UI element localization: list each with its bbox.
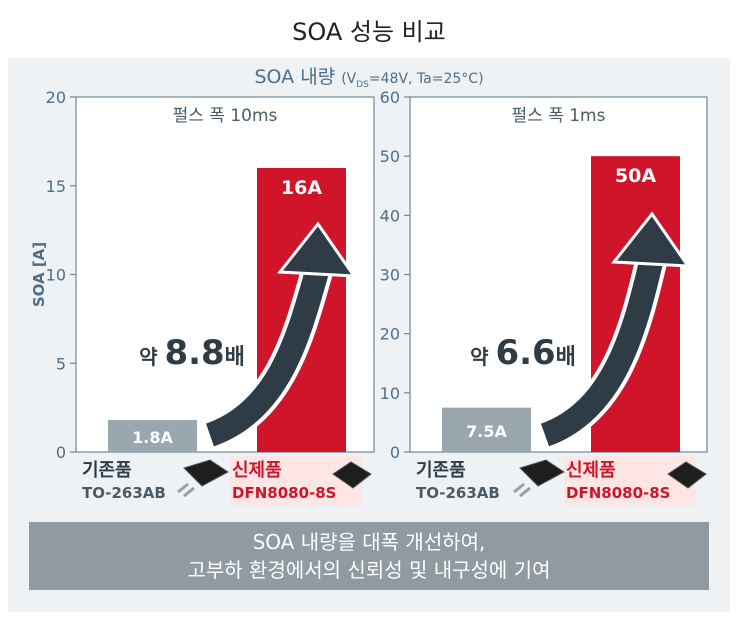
- y-axis-label: SOA [A]: [30, 242, 48, 307]
- bar-value-label: 7.5A: [466, 422, 507, 441]
- package-lead: [177, 482, 189, 494]
- subtitle-conditions: (VDS=48V, Ta=25°C): [341, 71, 484, 90]
- package-lead: [183, 486, 195, 498]
- y-tick-label: 5: [56, 354, 66, 373]
- y-tick-label: 30: [380, 266, 400, 285]
- category-label-legacy: 기존품: [82, 460, 132, 481]
- figure-title: SOA 성능 비교: [292, 18, 446, 46]
- banner-line-2: 고부하 환경에서의 신뢰성 및 내구성에 기여: [187, 558, 551, 582]
- package-to263ab-icon: [183, 459, 229, 487]
- arrow-shaft: [205, 264, 330, 447]
- part-label-legacy: TO-263AB: [416, 484, 500, 502]
- package-lead: [519, 486, 531, 498]
- part-label-new: DFN8080-8S: [232, 484, 336, 502]
- bar-legacy: [442, 407, 531, 452]
- chart-title: 펄스 폭 10ms: [173, 106, 278, 126]
- y-tick-label: 10: [380, 384, 400, 403]
- y-tick-label: 0: [56, 443, 66, 462]
- package-dfn8080-icon: [332, 461, 372, 489]
- part-label-legacy: TO-263AB: [82, 484, 166, 502]
- part-label-new: DFN8080-8S: [566, 484, 670, 502]
- summary-banner: SOA 내량을 대폭 개선하여, 고부하 환경에서의 신뢰성 및 내구성에 기여: [29, 522, 709, 590]
- bar-value-label: 1.8A: [132, 428, 173, 447]
- banner-line-1: SOA 내량을 대폭 개선하여,: [252, 530, 486, 554]
- package-dfn8080-icon: [667, 461, 707, 489]
- cond-sub: DS: [356, 79, 369, 90]
- arrow-head: [277, 221, 357, 278]
- package-lead: [513, 482, 525, 494]
- category-label-new: 신제품: [566, 460, 616, 481]
- y-tick-label: 20: [380, 325, 400, 344]
- package-to263ab-icon: [519, 459, 565, 487]
- bar-value-label: 50A: [615, 165, 656, 187]
- chart-1: 0 5 10 15 20 SOA [A] 펄스 폭 10ms 1.8A 16A 약 8.8배기존품…: [30, 88, 375, 506]
- y-tick-label: 15: [46, 177, 66, 196]
- y-tick-label: 0: [390, 443, 400, 462]
- subtitle-main: SOA 내량: [254, 66, 336, 88]
- bar-value-label: 16A: [281, 177, 322, 199]
- y-tick-label: 20: [46, 88, 66, 107]
- y-tick-label: 40: [380, 206, 400, 225]
- arrow-shaft: [540, 255, 664, 447]
- new-product-highlight: [230, 456, 362, 506]
- chart-title: 펄스 폭 1ms: [512, 106, 606, 126]
- chart-subtitle: SOA 내량 (VDS=48V, Ta=25°C): [0, 62, 738, 90]
- category-label-new: 신제품: [232, 460, 282, 481]
- new-product-highlight: [564, 456, 696, 506]
- ratio-label: 약 6.6배: [470, 333, 576, 373]
- y-tick-label: 10: [46, 266, 66, 285]
- cond-rest: =48V, Ta=25°C): [368, 71, 484, 87]
- cond-prefix: (V: [341, 71, 357, 87]
- ratio-label: 약 8.8배: [139, 333, 245, 373]
- arrow-head: [611, 211, 691, 268]
- category-label-legacy: 기존품: [416, 460, 466, 481]
- bar-legacy: [108, 420, 197, 452]
- y-tick-label: 60: [380, 88, 400, 107]
- y-tick-label: 50: [380, 147, 400, 166]
